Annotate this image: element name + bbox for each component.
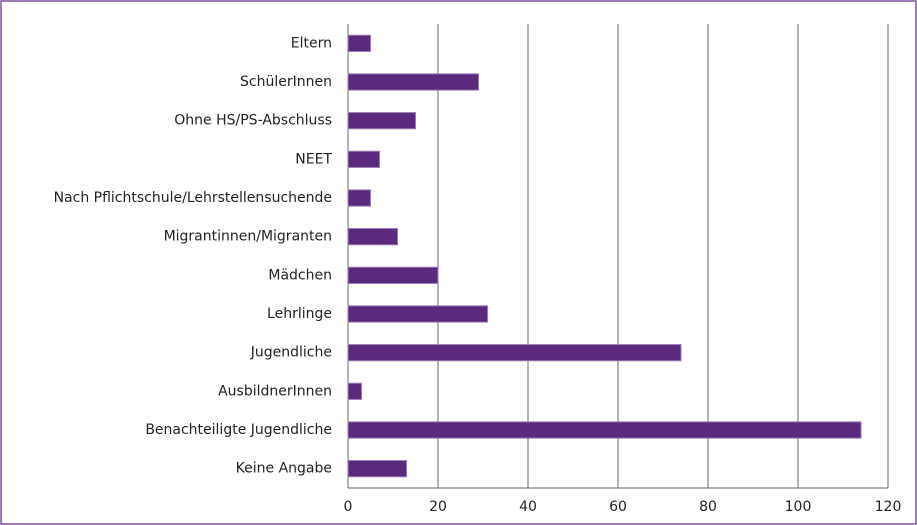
bar bbox=[347, 189, 371, 207]
y-tick-label: Mädchen bbox=[268, 267, 332, 283]
x-tick-label: 80 bbox=[699, 499, 717, 515]
x-tick-label: 120 bbox=[875, 499, 902, 515]
y-tick-label: Jugendliche bbox=[250, 345, 332, 361]
bar bbox=[347, 382, 362, 400]
bar bbox=[347, 421, 862, 439]
bar bbox=[347, 305, 488, 323]
y-tick-label: NEET bbox=[295, 151, 332, 167]
bar bbox=[347, 150, 380, 168]
y-tick-label: Benachteiligte Jugendliche bbox=[145, 422, 332, 438]
y-tick-label: Migrantinnen/Migranten bbox=[164, 229, 332, 245]
bar bbox=[347, 73, 479, 91]
x-tick-label: 40 bbox=[519, 499, 537, 515]
bar bbox=[347, 34, 371, 52]
bar bbox=[347, 266, 439, 284]
bar bbox=[347, 460, 407, 478]
y-tick-label: Eltern bbox=[291, 35, 332, 51]
y-tick-label: Keine Angabe bbox=[236, 461, 332, 477]
x-tick-label: 20 bbox=[429, 499, 447, 515]
bar bbox=[347, 112, 416, 130]
bar bbox=[347, 228, 398, 246]
y-tick-label: Ohne HS/PS-Abschluss bbox=[174, 113, 332, 129]
y-tick-label: AusbildnerInnen bbox=[218, 383, 332, 399]
x-tick-label: 0 bbox=[344, 499, 353, 515]
y-tick-label: SchülerInnen bbox=[240, 74, 332, 90]
y-tick-label: Lehrlinge bbox=[267, 306, 332, 322]
x-tick-label: 100 bbox=[785, 499, 812, 515]
y-tick-label: Nach Pflichtschule/Lehrstellensuchende bbox=[54, 190, 332, 206]
x-tick-label: 60 bbox=[609, 499, 627, 515]
bar bbox=[347, 344, 682, 362]
